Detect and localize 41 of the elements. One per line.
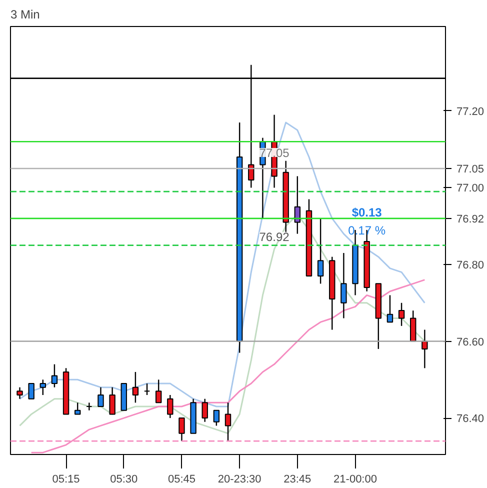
- candlestick: [98, 386, 104, 408]
- candlestick: [109, 386, 116, 415]
- candlestick: [167, 394, 174, 419]
- x-tick-label: 05:45: [168, 474, 196, 486]
- annotation: 77.05: [259, 146, 290, 160]
- annotation: $0.13: [352, 205, 382, 220]
- annotation: 0.17 %: [348, 223, 386, 238]
- annotation: 76.92: [259, 230, 290, 244]
- x-tick-label: 20-23:30: [218, 474, 262, 486]
- candlestick: [410, 310, 416, 342]
- candlestick: [86, 402, 92, 411]
- ref-line-label: 76.92: [456, 213, 484, 226]
- candlestick: [51, 364, 58, 388]
- candlestick: [202, 398, 208, 422]
- y-tick-label: 77.20: [456, 106, 484, 118]
- candlestick: [224, 402, 232, 442]
- candlestick: [28, 382, 34, 400]
- candlestick: [340, 252, 347, 319]
- candlestick: [132, 371, 139, 404]
- candlestick: [386, 294, 394, 323]
- candlestick: [213, 410, 220, 426]
- y-tick-label: 76.40: [456, 413, 484, 426]
- x-tick-label: 23:45: [284, 474, 312, 486]
- x-tick-label: 05:15: [52, 474, 80, 486]
- ref-line-label: 77.05: [456, 164, 484, 176]
- candlestick: [317, 218, 324, 284]
- x-tick-label: 21-00:00: [334, 474, 377, 486]
- candlestick: [40, 379, 46, 396]
- y-tick-label: 76.80: [456, 259, 484, 272]
- candlestick: [294, 176, 301, 234]
- candlestick: [16, 386, 23, 400]
- candlestick: [178, 417, 185, 442]
- candlestick: [155, 379, 162, 404]
- candlestick: [398, 302, 405, 327]
- candlestick: [422, 329, 428, 369]
- chart-title: 3 Min: [10, 8, 40, 22]
- x-tick-label: 05:30: [110, 474, 138, 486]
- y-tick-label: 76.60: [456, 336, 484, 348]
- candlestick: [74, 402, 81, 415]
- candlestick: [144, 382, 150, 396]
- y-tick-label: 77.00: [456, 182, 484, 195]
